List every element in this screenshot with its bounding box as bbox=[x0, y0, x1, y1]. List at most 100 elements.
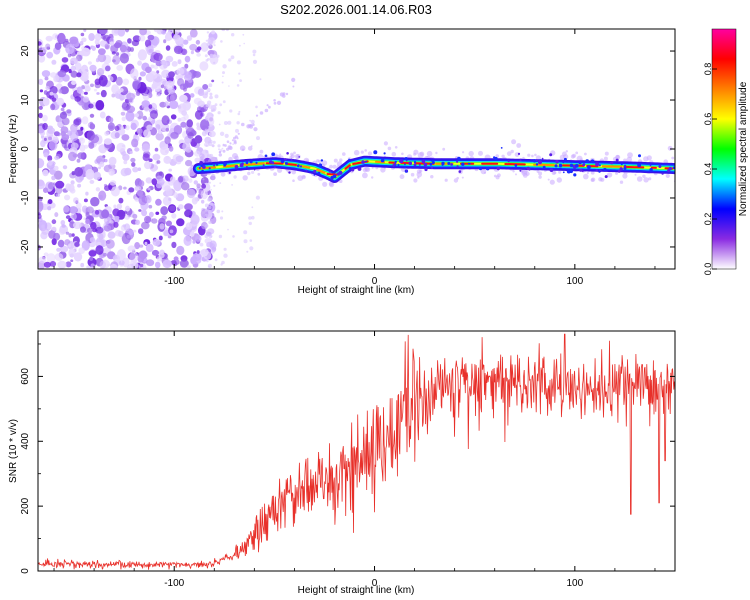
noise-blob bbox=[167, 235, 172, 239]
noise-blob bbox=[187, 78, 193, 83]
noise-blob bbox=[165, 45, 171, 51]
noise-dot bbox=[232, 143, 234, 145]
noise-blob bbox=[95, 245, 104, 255]
noise-blob bbox=[98, 48, 106, 55]
halo-dot bbox=[279, 153, 282, 156]
ridge-speck bbox=[637, 163, 641, 168]
noise-blob bbox=[177, 59, 182, 65]
noise-dot bbox=[235, 128, 239, 133]
noise-blob bbox=[196, 250, 200, 254]
ridge-speck bbox=[672, 166, 675, 170]
halo-dot bbox=[444, 178, 448, 182]
ridge-speck bbox=[603, 167, 607, 172]
noise-blob bbox=[154, 261, 161, 269]
streak-dot bbox=[259, 111, 264, 115]
noise-blob bbox=[162, 259, 172, 269]
noise-blob bbox=[173, 45, 183, 55]
halo-dot bbox=[480, 168, 487, 175]
noise-blob bbox=[168, 145, 174, 152]
noise-blob bbox=[95, 100, 105, 111]
noise-blob bbox=[93, 171, 102, 180]
noise-blob bbox=[165, 188, 173, 197]
ridge-speck bbox=[424, 167, 428, 172]
ridge-core-segment bbox=[197, 166, 216, 170]
noise-blob bbox=[57, 239, 65, 248]
ridge-core-segment bbox=[344, 164, 351, 170]
noise-blob bbox=[173, 34, 181, 42]
noise-blob bbox=[98, 166, 101, 170]
ridge-speck bbox=[569, 163, 574, 168]
noise-dot bbox=[237, 112, 241, 116]
noise-blob bbox=[73, 118, 82, 126]
noise-dot bbox=[255, 105, 258, 109]
noise-dot bbox=[204, 203, 209, 208]
noise-blob bbox=[94, 39, 100, 45]
noise-blob bbox=[116, 249, 126, 261]
halo-dot bbox=[468, 150, 474, 157]
noise-blob bbox=[113, 204, 117, 209]
noise-blob bbox=[43, 261, 52, 268]
noise-blob bbox=[192, 240, 196, 244]
noise-blob bbox=[98, 190, 107, 201]
noise-blob bbox=[39, 89, 44, 93]
noise-blob bbox=[202, 84, 209, 90]
noise-blob bbox=[170, 176, 176, 184]
noise-dot bbox=[206, 31, 210, 34]
halo-dot bbox=[329, 164, 333, 169]
ridge-speck bbox=[305, 169, 308, 172]
colorbar-ticks: 0.0 0.2 0.4 0.6 0.8 bbox=[703, 63, 717, 275]
noise-blob bbox=[42, 114, 48, 122]
noise-blob bbox=[43, 187, 48, 193]
noise-dot bbox=[222, 64, 227, 69]
halo-dot bbox=[294, 154, 300, 159]
ridge-speck bbox=[404, 157, 408, 161]
noise-blob bbox=[41, 224, 45, 229]
noise-blob bbox=[171, 61, 178, 67]
noise-blob bbox=[152, 238, 161, 247]
noise-blob bbox=[70, 57, 78, 65]
noise-blob bbox=[169, 205, 176, 212]
halo-dot bbox=[495, 175, 500, 180]
noise-dot bbox=[219, 216, 224, 220]
noise-blob bbox=[185, 159, 193, 167]
halo-dot bbox=[273, 172, 277, 177]
noise-blob bbox=[132, 35, 141, 43]
noise-blob bbox=[115, 52, 120, 56]
ridge-speck bbox=[532, 159, 537, 163]
noise-blob bbox=[186, 265, 191, 269]
streak-dot bbox=[236, 137, 239, 140]
noise-blob bbox=[68, 151, 77, 162]
ridge-speck bbox=[554, 164, 558, 168]
noise-blob bbox=[82, 70, 88, 77]
noise-blob bbox=[121, 116, 126, 122]
noise-blob bbox=[60, 245, 69, 253]
noise-blob bbox=[136, 127, 143, 135]
halo-dot bbox=[257, 172, 261, 176]
noise-blob bbox=[60, 126, 69, 134]
ridge-speck bbox=[373, 150, 378, 155]
noise-blob bbox=[154, 147, 159, 152]
ridge-speck bbox=[280, 159, 285, 164]
noise-blob bbox=[169, 100, 179, 109]
halo-dot bbox=[199, 153, 205, 159]
halo-dot bbox=[416, 169, 422, 174]
halo-dot bbox=[321, 160, 328, 166]
ridge-speck bbox=[519, 169, 522, 172]
noise-blob bbox=[54, 253, 64, 261]
ridge-speck bbox=[290, 158, 293, 161]
ridge-speck bbox=[514, 164, 518, 167]
y-tick-label: 400 bbox=[20, 432, 31, 449]
noise-dot bbox=[239, 44, 241, 47]
noise-blob bbox=[138, 76, 142, 81]
halo-dot bbox=[462, 151, 465, 154]
noise-blob bbox=[54, 155, 60, 161]
ridge-speck bbox=[538, 160, 542, 165]
snr-ticks: -100 0 100 0 200 400 600 bbox=[20, 331, 675, 589]
noise-blob bbox=[182, 141, 191, 152]
noise-blob bbox=[169, 229, 174, 234]
ridge-speck bbox=[286, 152, 289, 155]
noise-blob bbox=[59, 111, 68, 120]
noise-blob bbox=[159, 223, 165, 230]
